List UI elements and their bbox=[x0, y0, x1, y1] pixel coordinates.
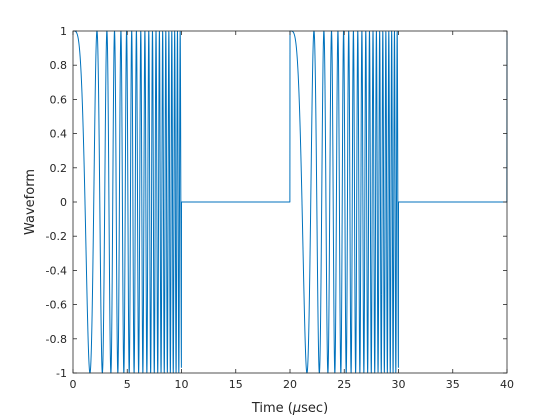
x-tick-label: 25 bbox=[337, 378, 351, 391]
y-axis-label: Waveform bbox=[23, 169, 38, 235]
y-tick-label: -0.4 bbox=[46, 264, 67, 277]
y-tick-label: 1 bbox=[60, 25, 67, 38]
y-tick-label: 0.2 bbox=[50, 162, 68, 175]
x-tick-label: 0 bbox=[70, 378, 77, 391]
x-tick-label: 10 bbox=[175, 378, 189, 391]
y-tick-label: 0.4 bbox=[50, 128, 68, 141]
y-axis-ticks: -1 -0.8 -0.6 -0.4 -0.2 0 0.2 0.4 0.6 0.8 1 bbox=[46, 25, 507, 380]
y-tick-label: -0.2 bbox=[46, 230, 67, 243]
y-tick-label: -0.6 bbox=[46, 299, 67, 312]
y-tick-label: -0.8 bbox=[46, 333, 67, 346]
x-axis-label: Time (μsec) bbox=[251, 401, 328, 416]
x-tick-label: 15 bbox=[229, 378, 243, 391]
x-tick-label: 40 bbox=[500, 378, 514, 391]
x-tick-label: 35 bbox=[446, 378, 460, 391]
x-tick-label: 5 bbox=[124, 378, 131, 391]
x-tick-label: 20 bbox=[283, 378, 297, 391]
x-tick-label: 30 bbox=[392, 378, 406, 391]
y-tick-label: 0.6 bbox=[50, 93, 68, 106]
y-tick-label: 0 bbox=[60, 196, 67, 209]
y-tick-label: 0.8 bbox=[50, 59, 68, 72]
y-tick-label: -1 bbox=[56, 367, 67, 380]
x-axis-ticks: 0 5 10 15 20 25 30 35 40 bbox=[70, 31, 514, 391]
